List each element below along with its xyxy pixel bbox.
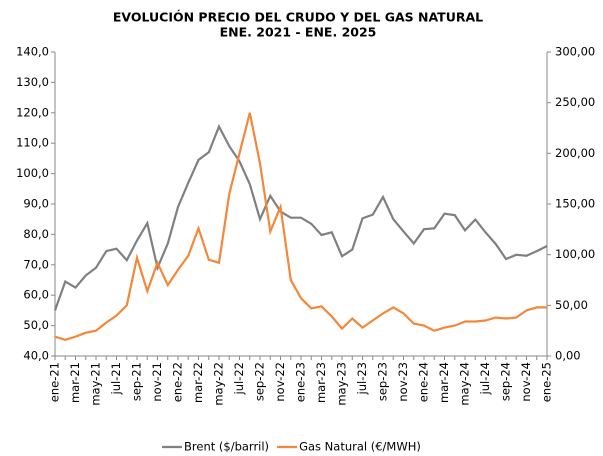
x-tick-label: mar-21 xyxy=(68,362,82,403)
x-tick-label: ene-24 xyxy=(417,362,431,402)
x-tick-label: may-23 xyxy=(335,362,349,406)
chart-subtitle: ENE. 2021 - ENE. 2025 xyxy=(220,25,377,40)
x-tick-label: sep-24 xyxy=(499,362,513,401)
x-tick-label: sep-22 xyxy=(253,362,267,401)
y2-tick-label: 0,00 xyxy=(555,349,581,363)
series-line xyxy=(53,123,548,311)
y2-tick-label: 50,00 xyxy=(555,298,588,312)
y2-tick-label: 150,00 xyxy=(555,197,595,211)
chart-title: EVOLUCIÓN PRECIO DEL CRUDO Y DEL GAS NAT… xyxy=(113,10,483,25)
y-tick-label: 140,0 xyxy=(16,45,49,59)
y-tick-label: 110,0 xyxy=(16,136,49,150)
x-tick-label: ene-25 xyxy=(540,362,554,402)
x-tick-label: jul-22 xyxy=(232,362,246,395)
x-tick-label: may-22 xyxy=(212,362,226,406)
x-tick-label: nov-24 xyxy=(519,362,533,402)
y-tick-label: 40,0 xyxy=(23,349,49,363)
series-line xyxy=(54,112,547,341)
y2-tick-label: 200,00 xyxy=(555,146,595,160)
x-tick-label: mar-24 xyxy=(437,362,451,403)
x-tick-label: may-24 xyxy=(458,362,472,406)
x-tick-label: mar-22 xyxy=(191,362,205,403)
x-tick-label: sep-23 xyxy=(376,362,390,401)
y-tick-label: 80,0 xyxy=(23,227,49,241)
y-tick-label: 120,0 xyxy=(16,105,49,119)
y-tick-label: 130,0 xyxy=(16,75,49,89)
x-tick-label: jul-23 xyxy=(355,362,369,395)
y-tick-label: 50,0 xyxy=(23,318,49,332)
legend-label: Brent ($/barril) xyxy=(184,440,269,454)
legend-label: Gas Natural (€/MWH) xyxy=(299,440,421,454)
x-tick-label: nov-22 xyxy=(273,362,287,402)
y-tick-label: 100,0 xyxy=(16,166,49,180)
x-tick-label: jul-24 xyxy=(478,362,492,395)
x-tick-label: ene-22 xyxy=(171,362,185,402)
x-tick-label: jul-21 xyxy=(109,362,123,395)
y2-tick-label: 300,00 xyxy=(555,45,595,59)
x-tick-label: nov-21 xyxy=(150,362,164,402)
x-tick-label: nov-23 xyxy=(396,362,410,402)
x-tick-label: ene-23 xyxy=(294,362,308,402)
y-tick-label: 70,0 xyxy=(23,257,49,271)
x-tick-label: may-21 xyxy=(89,362,103,406)
y2-tick-label: 250,00 xyxy=(555,95,595,109)
y-tick-label: 60,0 xyxy=(23,288,49,302)
x-tick-label: sep-21 xyxy=(130,362,144,401)
y-tick-label: 90,0 xyxy=(23,197,49,211)
x-tick-label: mar-23 xyxy=(314,362,328,403)
y2-tick-label: 100,00 xyxy=(555,247,595,261)
x-tick-label: ene-21 xyxy=(48,362,62,402)
